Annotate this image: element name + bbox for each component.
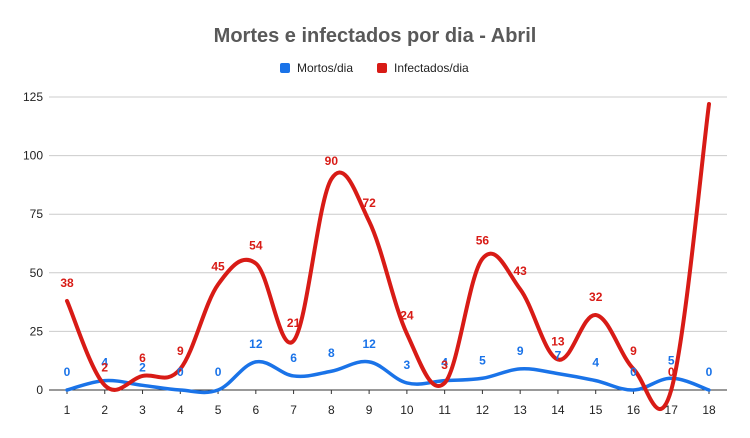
x-tick-label: 6 bbox=[252, 403, 259, 417]
data-label-infectados: 43 bbox=[513, 264, 527, 278]
data-label-infectados: 38 bbox=[60, 276, 74, 290]
data-label-mortos: 2 bbox=[139, 360, 146, 374]
data-label-infectados: 21 bbox=[287, 316, 301, 330]
x-tick-label: 12 bbox=[476, 403, 490, 417]
data-label-mortos: 5 bbox=[479, 353, 486, 367]
x-tick-label: 18 bbox=[702, 403, 716, 417]
data-label-mortos: 4 bbox=[441, 356, 448, 370]
data-label-infectados: 72 bbox=[362, 196, 376, 210]
x-tick-label: 17 bbox=[665, 403, 679, 417]
data-label-infectados: 0 bbox=[668, 365, 675, 379]
data-label-mortos: 0 bbox=[706, 365, 713, 379]
data-label-mortos: 9 bbox=[517, 344, 524, 358]
data-label-mortos: 0 bbox=[630, 365, 637, 379]
data-label-mortos: 5 bbox=[668, 353, 675, 367]
data-label-infectados: 9 bbox=[177, 344, 184, 358]
data-label-mortos: 8 bbox=[328, 346, 335, 360]
data-label-mortos: 3 bbox=[404, 358, 411, 372]
data-label-mortos: 4 bbox=[592, 356, 599, 370]
series-lines bbox=[65, 102, 711, 411]
legend-swatch-mortos bbox=[280, 63, 290, 73]
data-label-infectados: 90 bbox=[325, 154, 339, 168]
gridlines bbox=[49, 96, 727, 391]
legend-swatch-infectados bbox=[377, 63, 387, 73]
x-tick-label: 14 bbox=[551, 403, 565, 417]
data-label-infectados: 6 bbox=[139, 351, 146, 365]
x-tick-label: 3 bbox=[139, 403, 146, 417]
x-tick-label: 11 bbox=[438, 403, 451, 417]
data-label-infectados: 54 bbox=[249, 238, 263, 252]
y-axis-ticks: 0 25 50 75 100 125 bbox=[23, 90, 43, 397]
data-label-mortos: 6 bbox=[290, 351, 297, 365]
chart-title: Mortes e infectados por dia - Abril bbox=[214, 25, 537, 47]
x-tick-label: 16 bbox=[627, 403, 641, 417]
x-tick-label: 5 bbox=[215, 403, 222, 417]
data-label-mortos: 0 bbox=[64, 365, 71, 379]
x-tick-label: 10 bbox=[400, 403, 414, 417]
y-tick-label: 25 bbox=[30, 324, 44, 338]
x-tick-label: 8 bbox=[328, 403, 335, 417]
data-label-mortos: 0 bbox=[177, 365, 184, 379]
series-line-infectados bbox=[65, 102, 711, 411]
data-label-mortos: 4 bbox=[101, 356, 108, 370]
data-label-infectados: 32 bbox=[589, 290, 603, 304]
x-tick-label: 1 bbox=[64, 403, 71, 417]
y-tick-label: 0 bbox=[36, 383, 43, 397]
data-label-mortos: 0 bbox=[215, 365, 222, 379]
data-label-infectados: 24 bbox=[400, 309, 414, 323]
x-axis-ticks: 1 2 3 4 5 6 7 8 9 10 11 12 13 14 15 16 17 18 bbox=[64, 390, 716, 417]
y-tick-label: 75 bbox=[30, 207, 44, 221]
x-tick-label: 15 bbox=[589, 403, 603, 417]
data-label-infectados: 56 bbox=[476, 234, 490, 248]
data-label-infectados: 3 bbox=[441, 358, 448, 372]
data-label-infectados: 2 bbox=[101, 360, 108, 374]
x-tick-label: 9 bbox=[366, 403, 373, 417]
data-label-mortos: 12 bbox=[249, 337, 263, 351]
x-tick-label: 4 bbox=[177, 403, 184, 417]
data-label-infectados: 13 bbox=[551, 335, 565, 349]
data-label-infectados: 9 bbox=[630, 344, 637, 358]
x-tick-label: 7 bbox=[290, 403, 297, 417]
y-tick-label: 100 bbox=[23, 149, 43, 163]
y-tick-label: 50 bbox=[30, 266, 44, 280]
y-tick-label: 125 bbox=[23, 90, 43, 104]
data-label-mortos: 12 bbox=[362, 337, 376, 351]
legend-label-mortos: Mortos/dia bbox=[297, 61, 353, 75]
x-tick-label: 13 bbox=[513, 403, 527, 417]
x-tick-label: 2 bbox=[101, 403, 108, 417]
series-line-mortos bbox=[65, 359, 711, 395]
legend-label-infectados: Infectados/dia bbox=[394, 61, 469, 75]
data-label-mortos: 7 bbox=[555, 349, 562, 363]
legend: Mortos/dia Infectados/dia bbox=[280, 61, 469, 75]
data-label-infectados: 45 bbox=[211, 260, 225, 274]
